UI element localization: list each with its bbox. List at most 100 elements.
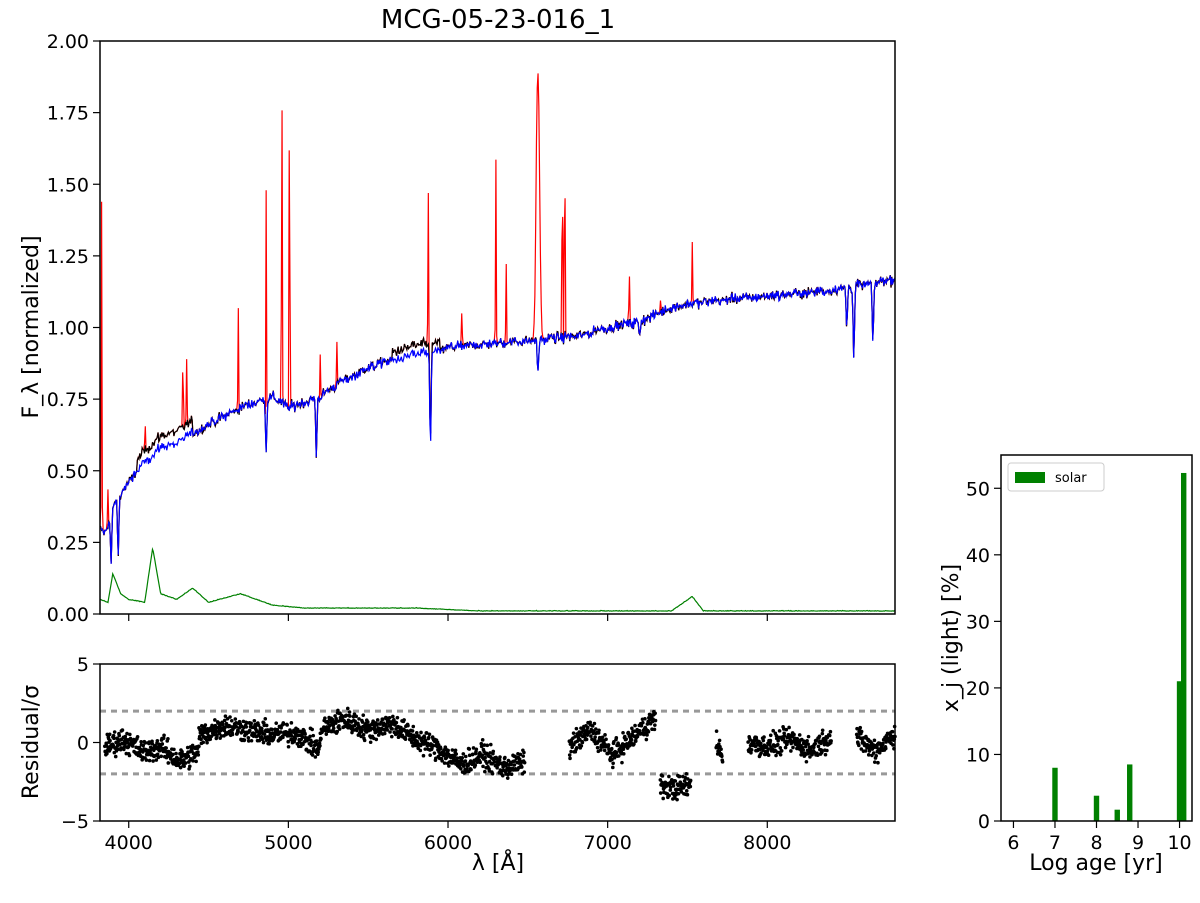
residual-point — [857, 743, 861, 748]
residual-point — [482, 743, 487, 747]
residual-point — [112, 730, 117, 734]
residual-point — [440, 759, 444, 763]
residual-point — [323, 716, 327, 721]
residual-point — [411, 724, 416, 729]
residual-ticks: 4000 5000 6000 7000 8000 −5 0 5 — [61, 654, 791, 854]
residual-point — [815, 753, 820, 758]
residual-point — [668, 788, 673, 792]
residual-point — [450, 748, 455, 752]
residual-point — [105, 751, 109, 756]
residual-point — [676, 791, 681, 796]
residual-point — [568, 756, 572, 761]
y-tick-label: 0.00 — [47, 604, 89, 626]
residual-point — [479, 741, 484, 746]
residual-point — [261, 740, 266, 745]
legend-swatch-solar — [1015, 472, 1045, 483]
residual-point — [478, 760, 483, 765]
residual-point — [361, 732, 366, 737]
residual-point — [574, 746, 579, 750]
residual-point — [362, 738, 367, 743]
residual-point — [874, 754, 878, 758]
residual-point — [667, 774, 671, 779]
residual-point — [585, 725, 590, 730]
residual-point — [459, 766, 463, 771]
residual-point — [810, 752, 814, 757]
residual-point — [644, 737, 649, 742]
residual-point — [768, 733, 773, 738]
spectrum-frame — [99, 40, 896, 615]
legend-box — [1007, 462, 1105, 492]
residual-point — [580, 740, 585, 745]
age-bar — [1176, 681, 1183, 821]
residual-point — [264, 738, 269, 743]
residual-point — [795, 736, 800, 741]
residual-point — [460, 755, 465, 760]
residual-point — [823, 752, 828, 757]
residual-point — [382, 731, 387, 736]
residual-point — [574, 726, 579, 731]
residual-point — [509, 772, 514, 776]
residual-point — [828, 729, 833, 734]
residual-point — [778, 752, 783, 757]
age-bar — [1127, 764, 1133, 821]
residual-point — [589, 734, 593, 738]
residual-point — [509, 762, 514, 767]
residual-point — [262, 732, 267, 737]
y-tick-label: 10 — [966, 744, 990, 766]
residual-point — [671, 784, 676, 788]
residual-point — [106, 745, 110, 750]
residual-point — [602, 748, 607, 753]
residual-point — [749, 750, 753, 755]
residual-point — [143, 741, 148, 745]
residual-data — [100, 706, 897, 802]
residual-point — [653, 723, 657, 727]
residual-point — [490, 771, 495, 776]
residual-point — [714, 729, 719, 733]
residual-point — [771, 728, 776, 733]
residual-point — [759, 741, 763, 746]
residual-point — [164, 746, 168, 750]
residual-point — [684, 789, 689, 793]
residual-point — [247, 728, 252, 733]
residual-point — [778, 746, 783, 750]
residual-point — [236, 729, 240, 733]
residual-point — [859, 729, 864, 734]
residual-point — [267, 742, 271, 746]
residual-point — [641, 720, 645, 725]
residual-point — [606, 743, 611, 747]
residual-point — [522, 750, 526, 755]
residual-point — [460, 759, 464, 763]
residual-point — [474, 747, 479, 752]
y-tick-label: 1.50 — [47, 174, 89, 196]
x-tick-label: 10 — [1167, 832, 1191, 854]
residual-panel: 4000 5000 6000 7000 8000 −5 0 5 Residual/σ λ [Å… — [19, 654, 897, 876]
residual-point — [677, 774, 682, 779]
residual-point — [217, 731, 222, 736]
residual-point — [612, 755, 617, 760]
residual-point — [498, 755, 502, 759]
residual-point — [390, 727, 394, 731]
residual-point — [492, 760, 497, 764]
residual-point — [597, 728, 601, 733]
residual-point — [610, 765, 615, 770]
residual-point — [720, 754, 724, 759]
spectrum-ylabel: F_λ [normalized] — [19, 235, 44, 418]
residual-point — [813, 741, 818, 746]
residual-point — [155, 738, 160, 743]
y-tick-label: 1.25 — [47, 246, 89, 268]
residual-ylabel: Residual/σ — [19, 685, 44, 799]
residual-point — [215, 734, 219, 738]
residual-point — [675, 797, 679, 802]
residual-point — [127, 753, 132, 758]
residual-point — [144, 758, 149, 762]
residual-point — [521, 754, 526, 758]
residual-point — [371, 719, 375, 723]
residual-point — [310, 727, 314, 732]
residual-point — [871, 751, 876, 755]
residual-point — [483, 769, 487, 774]
residual-point — [146, 752, 150, 757]
residual-point — [391, 714, 395, 719]
residual-point — [183, 761, 188, 765]
residual-point — [387, 715, 392, 720]
residual-point — [347, 710, 352, 714]
